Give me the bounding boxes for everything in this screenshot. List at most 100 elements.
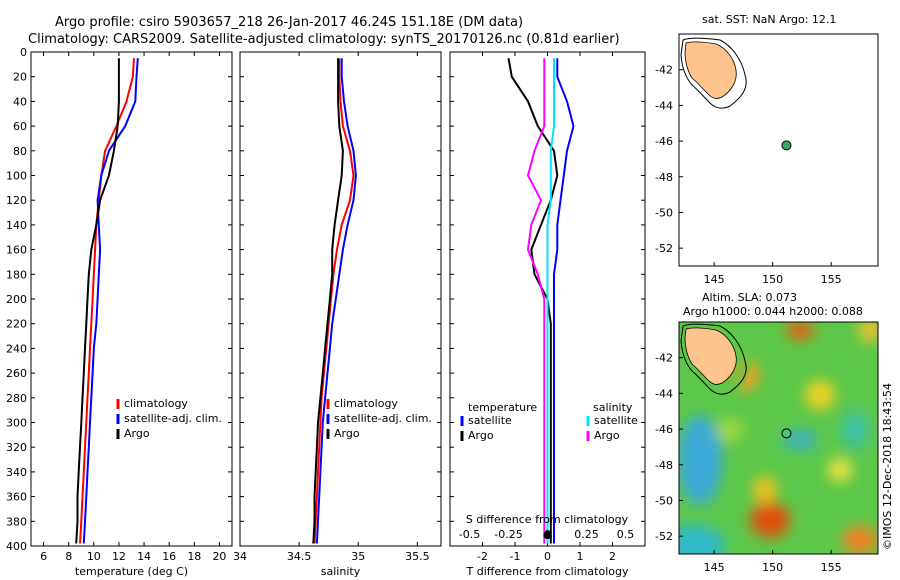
map-xtick-label: 145: [704, 561, 725, 574]
y-tick-label: 340: [6, 466, 27, 479]
y-tick-label: 260: [6, 367, 27, 380]
y-tick-label: 220: [6, 318, 27, 331]
map-xtick-label: 150: [762, 273, 783, 286]
difference-s-tick-label: 0.25: [574, 528, 599, 541]
y-tick-label: 80: [13, 145, 27, 158]
map-ytick-label: -48: [655, 459, 673, 472]
legend-label: satellite: [468, 414, 512, 427]
sst-map-title: sat. SST: NaN Argo: 12.1: [702, 13, 836, 26]
difference-xlabel-top: S difference from climatology: [466, 513, 629, 526]
map-xtick-label: 155: [821, 561, 842, 574]
y-tick-label: 280: [6, 392, 27, 405]
map-ytick-label: -44: [655, 387, 673, 400]
map-xtick-label: 145: [704, 273, 725, 286]
y-tick-label: 40: [13, 95, 27, 108]
y-tick-label: 60: [13, 120, 27, 133]
sla-map-title-line2: Argo h1000: 0.044 h2000: 0.088: [683, 305, 863, 318]
legend-label: Argo: [468, 429, 494, 442]
y-tick-label: 120: [6, 194, 27, 207]
difference-series-s-satellite: [546, 58, 555, 544]
temperature-series-argo: [75, 58, 120, 544]
map-ytick-label: -50: [655, 494, 673, 507]
y-tick-label: 180: [6, 268, 27, 281]
difference-xtick-label: 1: [577, 550, 584, 563]
map-ytick-label: -48: [655, 171, 673, 184]
temperature-series-climatology: [79, 58, 135, 544]
salinity-xlabel: salinity: [321, 565, 361, 578]
temperature-xtick-label: 20: [212, 550, 226, 563]
y-tick-label: 100: [6, 170, 27, 183]
difference-xtick-label: -2: [477, 550, 488, 563]
y-tick-label: 0: [20, 46, 27, 59]
difference-s-tick-label: -0.25: [494, 528, 522, 541]
map-ytick-label: -42: [655, 352, 673, 365]
temperature-xtick-label: 16: [162, 550, 176, 563]
salinity-series-argo: [312, 58, 344, 544]
y-tick-label: 20: [13, 71, 27, 84]
y-tick-label: 160: [6, 244, 27, 257]
difference-xlabel: T difference from climatology: [466, 565, 629, 578]
map-ytick-label: -46: [655, 135, 673, 148]
y-tick-label: 380: [6, 515, 27, 528]
map-ytick-label: -52: [655, 242, 673, 255]
map-ytick-label: -52: [655, 530, 673, 543]
map-ytick-label: -42: [655, 64, 673, 77]
salinity-series-satellite-adj-clim-: [315, 58, 357, 544]
map-ytick-label: -50: [655, 206, 673, 219]
legend-label: Argo: [124, 427, 150, 440]
argo-float-position-marker: [781, 428, 792, 439]
imos-stamp: ©IMOS 12-Dec-2018 18:43:54: [881, 383, 894, 550]
difference-s-tick-label: 0.5: [617, 528, 635, 541]
map-ytick-label: -46: [655, 423, 673, 436]
y-tick-label: 400: [6, 540, 27, 553]
y-tick-label: 140: [6, 219, 27, 232]
legend-title-salinity: salinity: [593, 401, 633, 414]
map-xtick-label: 150: [762, 561, 783, 574]
difference-series-s-argo: [526, 58, 546, 544]
temperature-xtick-label: 8: [65, 550, 72, 563]
temperature-series-satellite-adj-clim-: [82, 58, 139, 544]
tasmania-coast-outline: [680, 37, 747, 109]
figure-title-line2: Climatology: CARS2009. Satellite-adjuste…: [28, 32, 620, 47]
sla-map-panel: Altim. SLA: 0.073 Argo h1000: 0.044 h200…: [655, 291, 879, 574]
argo-float-position-marker: [781, 140, 792, 151]
y-tick-label: 320: [6, 441, 27, 454]
temperature-xtick-label: 18: [187, 550, 201, 563]
difference-xtick-label: 0: [544, 550, 551, 563]
difference-series-t-satellite: [553, 58, 575, 544]
figure-title-line1: Argo profile: csiro 5903657_218 26-Jan-2…: [55, 15, 523, 30]
salinity-panel: 34 34.5 35 35.5 salinity climatology satellite…: [233, 51, 442, 578]
salinity-xtick-label: 35.5: [405, 550, 430, 563]
salinity-xtick-label: 35: [351, 550, 365, 563]
tasmania-land: [684, 41, 737, 99]
legend-label: Argo: [594, 429, 620, 442]
difference-s-tick-label: -0.5: [459, 528, 480, 541]
y-tick-label: 240: [6, 342, 27, 355]
legend-label: satellite-adj. clim.: [334, 412, 432, 425]
salinity-xtick-label: 34: [233, 550, 247, 563]
salinity-xtick-label: 34.5: [287, 550, 312, 563]
difference-xtick-label: -1: [510, 550, 521, 563]
legend-label: Argo: [334, 427, 360, 440]
legend-label: satellite-adj. clim.: [124, 412, 222, 425]
salinity-series-climatology: [313, 58, 355, 544]
temperature-panel: 0 20 40 60 80 100 120 140 160 180 200 220 240 260 280 3…: [6, 46, 233, 578]
temperature-xlabel: temperature (deg C): [75, 565, 188, 578]
salinity-axes-frame: [239, 51, 442, 547]
sst-map-panel: sat. SST: NaN Argo: 12.1 145 150 155 -42 -44…: [655, 13, 879, 286]
map-ytick-label: -44: [655, 99, 673, 112]
temperature-xtick-label: 6: [40, 550, 47, 563]
y-tick-label: 300: [6, 417, 27, 430]
legend-label: climatology: [334, 397, 398, 410]
legend-label: climatology: [124, 397, 188, 410]
temperature-xtick-label: 14: [137, 550, 151, 563]
temperature-axes-frame: [30, 51, 233, 547]
zero-marker: [543, 531, 552, 539]
difference-xtick-label: 2: [609, 550, 616, 563]
y-tick-label: 200: [6, 293, 27, 306]
temperature-xtick-label: 10: [87, 550, 101, 563]
difference-panel: -2 -1 0 1 2 T difference from climatology S di…: [449, 51, 646, 578]
sla-heatmap-field: [679, 322, 878, 554]
legend-label: satellite: [594, 414, 638, 427]
